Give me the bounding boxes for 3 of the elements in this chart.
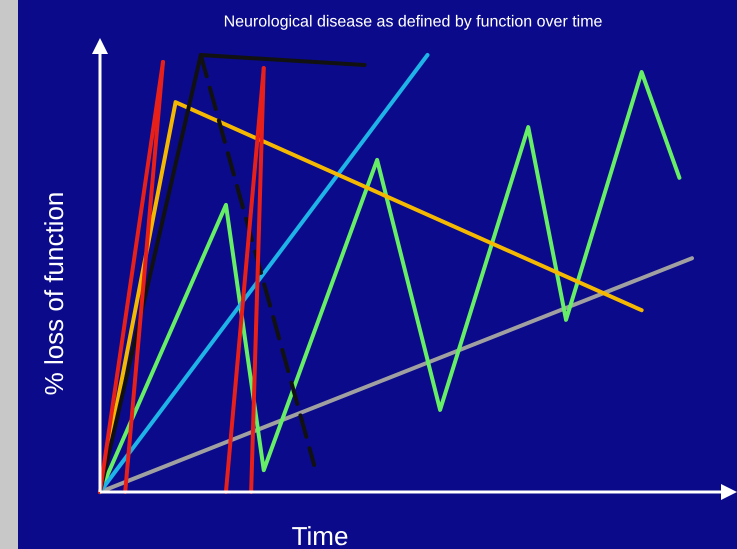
y-axis-title: % loss of function (39, 192, 70, 396)
x-axis-title: Time (292, 521, 348, 549)
chart-title: Neurological disease as defined by function over time (224, 13, 603, 30)
